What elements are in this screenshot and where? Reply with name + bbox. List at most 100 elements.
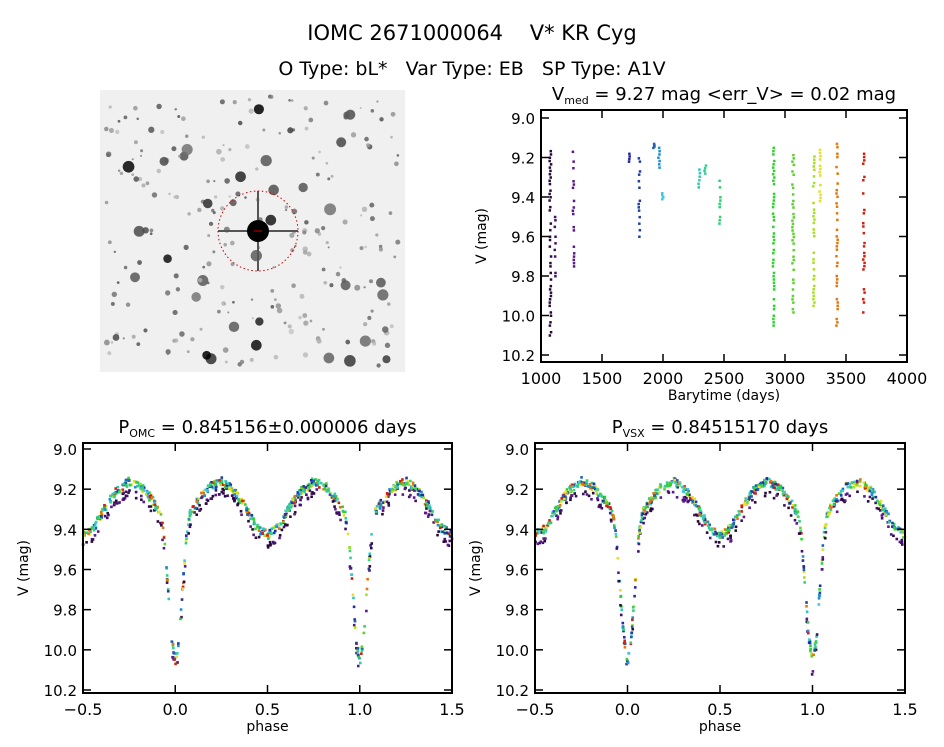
data-point	[195, 507, 199, 510]
data-point	[772, 192, 776, 196]
data-point	[783, 504, 786, 507]
data-point	[140, 494, 143, 498]
data-point	[609, 507, 613, 511]
data-point	[99, 515, 103, 518]
data-point	[564, 495, 567, 499]
data-point	[641, 512, 645, 515]
data-point	[388, 492, 391, 496]
data-point	[342, 514, 346, 517]
field-star	[181, 116, 186, 122]
target-circle	[217, 190, 299, 272]
data-point	[648, 500, 652, 503]
data-point	[691, 500, 695, 503]
data-point	[772, 251, 775, 255]
data-point	[548, 179, 551, 183]
data-point	[94, 520, 98, 524]
data-point	[170, 640, 174, 643]
data-point	[718, 215, 722, 219]
data-point	[324, 484, 328, 488]
data-point	[188, 525, 192, 529]
data-point	[560, 497, 564, 500]
data-point	[761, 485, 765, 488]
data-point	[116, 490, 119, 493]
data-point	[835, 274, 839, 278]
data-point	[812, 201, 815, 205]
data-point	[836, 301, 840, 304]
data-point	[140, 484, 143, 488]
field-star	[145, 181, 150, 186]
data-point	[765, 477, 769, 480]
data-point	[141, 484, 145, 487]
data-point	[605, 500, 608, 504]
field-star	[212, 211, 216, 215]
data-point	[277, 527, 281, 530]
data-point	[772, 196, 776, 199]
data-point	[813, 284, 816, 288]
data-point	[630, 631, 634, 635]
data-point	[776, 486, 780, 490]
data-point	[357, 655, 361, 659]
data-point	[772, 149, 775, 153]
field-star	[298, 182, 308, 193]
data-point	[835, 235, 839, 238]
data-point	[631, 618, 634, 622]
data-point	[771, 205, 775, 209]
data-point	[575, 484, 578, 488]
data-point	[312, 492, 316, 495]
data-point	[807, 631, 810, 635]
data-point	[299, 494, 302, 497]
data-point	[836, 241, 839, 245]
field-star	[388, 211, 393, 215]
data-point	[268, 540, 272, 544]
data-point	[548, 199, 551, 202]
data-point	[649, 509, 652, 512]
field-star	[216, 148, 222, 155]
data-point	[448, 535, 452, 538]
data-point	[348, 549, 352, 553]
field-star	[122, 160, 135, 173]
data-point	[249, 525, 252, 528]
field-star	[123, 115, 128, 120]
data-point	[107, 513, 110, 517]
data-point	[866, 500, 870, 503]
data-point	[213, 480, 216, 483]
data-point	[735, 515, 739, 518]
y-tick-label: 10.2	[44, 682, 77, 700]
data-point	[410, 486, 413, 490]
field-star	[131, 173, 135, 176]
data-point	[835, 264, 839, 268]
data-point	[156, 520, 160, 523]
field-star	[207, 234, 211, 238]
data-point	[792, 281, 795, 285]
data-point	[813, 301, 816, 304]
data-point	[293, 504, 297, 508]
data-point	[861, 162, 865, 165]
data-point	[806, 621, 810, 624]
data-point	[579, 480, 583, 484]
field-star	[122, 337, 125, 340]
data-point	[378, 500, 381, 504]
data-point	[614, 535, 618, 538]
data-point	[710, 528, 714, 531]
data-point	[192, 504, 195, 508]
data-point	[703, 522, 707, 526]
data-point	[125, 484, 128, 487]
data-point	[609, 506, 612, 509]
field-star	[249, 357, 254, 362]
field-star	[321, 267, 326, 272]
data-point	[889, 533, 893, 536]
data-point	[136, 484, 139, 488]
data-point	[813, 649, 816, 652]
data-point	[605, 504, 608, 508]
data-point	[252, 533, 255, 537]
data-point	[230, 494, 234, 497]
data-point	[595, 492, 599, 496]
data-point	[703, 169, 706, 173]
data-point	[772, 278, 776, 281]
data-point	[588, 482, 592, 486]
data-point	[858, 480, 862, 483]
data-point	[687, 499, 690, 503]
data-point	[310, 477, 314, 481]
field-star	[107, 240, 112, 245]
data-point	[367, 556, 371, 560]
